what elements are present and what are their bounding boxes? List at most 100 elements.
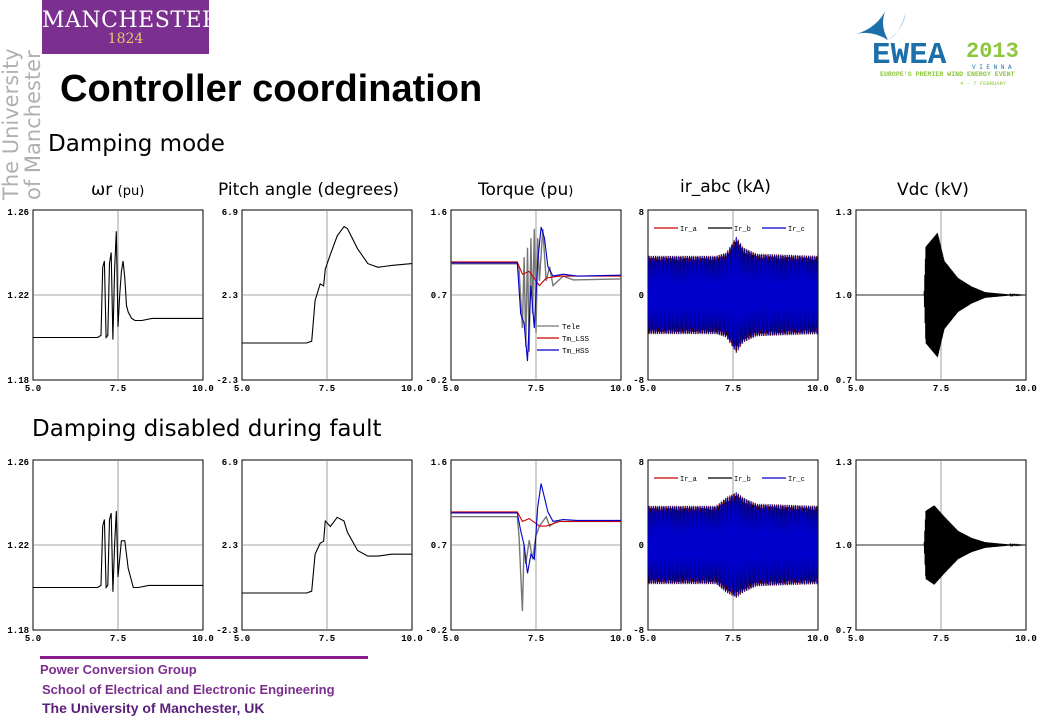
bottom-chart-2-series-line <box>242 516 412 594</box>
bottom-chart-3: 5.0 7.5 10.0 -0.2 0.7 1.6 <box>425 458 631 644</box>
top-chart-4-x-tick-label: 10.0 <box>807 384 829 394</box>
footer-divider <box>40 656 368 659</box>
column-label-rotor-current: ir_abc (kA) <box>680 177 771 197</box>
bottom-chart-5-x-tick-label: 7.5 <box>933 634 949 644</box>
top-chart-3-legend-label-tm_lss: Tm_LSS <box>562 336 590 344</box>
bottom-chart-3-x-tick-label: 10.0 <box>610 634 632 644</box>
bottom-chart-5-x-tick-label: 10.0 <box>1015 634 1037 644</box>
top-chart-5-series-vdc <box>856 233 1026 358</box>
bottom-chart-2-frame <box>241 459 413 631</box>
top-chart-4-legend-label-ir_b: Ir_b <box>734 226 751 234</box>
bottom-chart-4: 5.0 7.5 10.0 -8 0 8 Ir_a Ir_b Ir_c <box>633 458 829 644</box>
bottom-chart-4-x-tick-label: 10.0 <box>807 634 829 644</box>
footer-school: School of Electrical and Electronic Engi… <box>42 682 335 697</box>
top-chart-4-plot-area <box>648 236 818 354</box>
bottom-chart-1-series-line <box>33 510 203 592</box>
rotor-speed-unit: (pu) <box>117 184 145 199</box>
top-chart-1-y-tick-label: 1.18 <box>7 376 29 386</box>
bottom-chart-5: 5.0 7.5 10.0 0.7 1.0 1.3 <box>836 458 1037 644</box>
top-chart-3-x-tick-label: 7.5 <box>528 384 544 394</box>
rotor-speed-symbol: ωr <box>91 180 113 200</box>
bottom-chart-2-y-tick-label: 6.9 <box>222 458 238 468</box>
top-chart-1-x-tick-label: 7.5 <box>110 384 126 394</box>
top-chart-4-series-ir_b <box>648 239 818 354</box>
top-chart-2-x-tick-label: 7.5 <box>319 384 335 394</box>
ewea-logo: EWEA 2013 V I E N N A EUROPE'S PREMIER W… <box>856 6 1019 87</box>
bottom-chart-1-y-tick-label: 1.26 <box>7 458 29 468</box>
column-label-dc-voltage: Vdc (kV) <box>897 180 969 200</box>
top-chart-3-series-tele <box>451 228 621 352</box>
bottom-chart-3-plot-area <box>451 483 621 612</box>
bottom-chart-1-x-tick-label: 10.0 <box>192 634 214 644</box>
bottom-chart-5-series-vdc <box>856 505 1026 585</box>
top-chart-4-y-tick-label: 8 <box>639 208 644 218</box>
top-chart-2-y-tick-label: -2.3 <box>216 376 238 386</box>
column-label-rotor-speed: ωr (pu) <box>91 180 144 200</box>
top-chart-2-x-tick-label: 10.0 <box>401 384 423 394</box>
top-chart-3-frame <box>450 209 622 381</box>
top-chart-2-y-tick-label: 6.9 <box>222 208 238 218</box>
bottom-chart-5-frame <box>855 459 1027 631</box>
footer-university: The University of Manchester, UK <box>42 700 265 716</box>
bottom-chart-1-x-tick-label: 5.0 <box>25 634 41 644</box>
bottom-chart-2-x-tick-label: 5.0 <box>234 634 250 644</box>
bottom-chart-5-y-tick-label: 1.0 <box>836 541 852 551</box>
top-chart-4-legend-label-ir_c: Ir_c <box>788 226 805 234</box>
bottom-chart-4-y-tick-label: 0 <box>639 541 644 551</box>
bottom-chart-4-x-tick-label: 5.0 <box>640 634 656 644</box>
bottom-chart-2-x-tick-label: 7.5 <box>319 634 335 644</box>
top-chart-1-x-tick-label: 10.0 <box>192 384 214 394</box>
bottom-chart-3-series-tm_lss <box>451 511 621 527</box>
top-chart-1-y-tick-label: 1.22 <box>7 291 29 301</box>
top-chart-2-series-line <box>242 225 412 344</box>
bottom-chart-4-plot-area <box>648 492 818 599</box>
bottom-chart-3-series-tele <box>451 515 621 612</box>
top-chart-2: 5.0 7.5 10.0 -2.3 2.3 6.9 <box>216 208 422 394</box>
top-chart-3: 5.0 7.5 10.0 -0.2 0.7 1.6 Tele Tm_LSS Tm_HSS <box>425 208 631 394</box>
top-chart-4-frame <box>647 209 819 381</box>
column-label-torque: Torque (pu) <box>478 180 573 200</box>
top-chart-3-y-tick-label: 1.6 <box>431 208 447 218</box>
bottom-chart-4-legend-label-ir_c: Ir_c <box>788 476 805 484</box>
top-chart-4-legend: Ir_a Ir_b Ir_c <box>654 226 805 234</box>
bottom-chart-5-y-tick-label: 1.3 <box>836 458 852 468</box>
top-chart-3-x-tick-label: 5.0 <box>443 384 459 394</box>
top-chart-5-y-tick-label: 1.0 <box>836 291 852 301</box>
top-chart-5-frame <box>855 209 1027 381</box>
bottom-chart-3-x-tick-label: 5.0 <box>443 634 459 644</box>
bottom-chart-3-frame <box>450 459 622 631</box>
top-chart-5-x-tick-label: 5.0 <box>848 384 864 394</box>
ewea-year: 2013 <box>966 39 1019 64</box>
top-chart-4-x-tick-label: 5.0 <box>640 384 656 394</box>
top-chart-4-x-tick-label: 7.5 <box>725 384 741 394</box>
bottom-chart-2-x-tick-label: 10.0 <box>401 634 423 644</box>
torque-label-text: Torque (pu <box>478 180 569 200</box>
bottom-chart-5-y-tick-label: 0.7 <box>836 626 852 636</box>
top-chart-3-y-tick-label: -0.2 <box>425 376 447 386</box>
top-chart-5-x-tick-label: 10.0 <box>1015 384 1037 394</box>
bottom-chart-3-series-tm_hss <box>451 483 621 574</box>
top-chart-1: 5.0 7.5 10.0 1.18 1.22 1.26 <box>7 208 213 394</box>
top-chart-4: 5.0 7.5 10.0 -8 0 8 Ir_a Ir_b Ir_c <box>633 208 829 394</box>
top-chart-5-plot-area <box>856 233 1026 358</box>
bottom-chart-2-y-tick-label: 2.3 <box>222 541 238 551</box>
bottom-chart-4-x-tick-label: 7.5 <box>725 634 741 644</box>
top-chart-3-series-tm_hss <box>451 226 621 362</box>
bottom-chart-1-plot-area <box>33 510 203 592</box>
bottom-chart-1-x-tick-label: 7.5 <box>110 634 126 644</box>
top-chart-3-legend: Tele Tm_LSS Tm_HSS <box>537 324 590 356</box>
top-chart-1-series-line <box>33 231 203 340</box>
bottom-chart-2: 5.0 7.5 10.0 -2.3 2.3 6.9 <box>216 458 422 644</box>
column-label-pitch-angle: Pitch angle (degrees) <box>218 180 400 200</box>
bottom-chart-1: 5.0 7.5 10.0 1.18 1.22 1.26 <box>7 458 213 644</box>
bottom-chart-1-y-tick-label: 1.18 <box>7 626 29 636</box>
top-chart-2-frame <box>241 209 413 381</box>
bottom-chart-4-series-ir_a <box>648 492 818 597</box>
ewea-city: V I E N N A <box>972 64 1012 71</box>
page-title: Controller coordination <box>60 68 483 110</box>
ewea-name: EWEA <box>872 38 947 73</box>
university-side-wordmark: The University of Manchester <box>0 48 45 200</box>
bottom-chart-4-series-ir_c <box>648 492 818 597</box>
section-heading-damping-mode: Damping mode <box>48 131 225 157</box>
bottom-chart-4-legend-label-ir_b: Ir_b <box>734 476 751 484</box>
